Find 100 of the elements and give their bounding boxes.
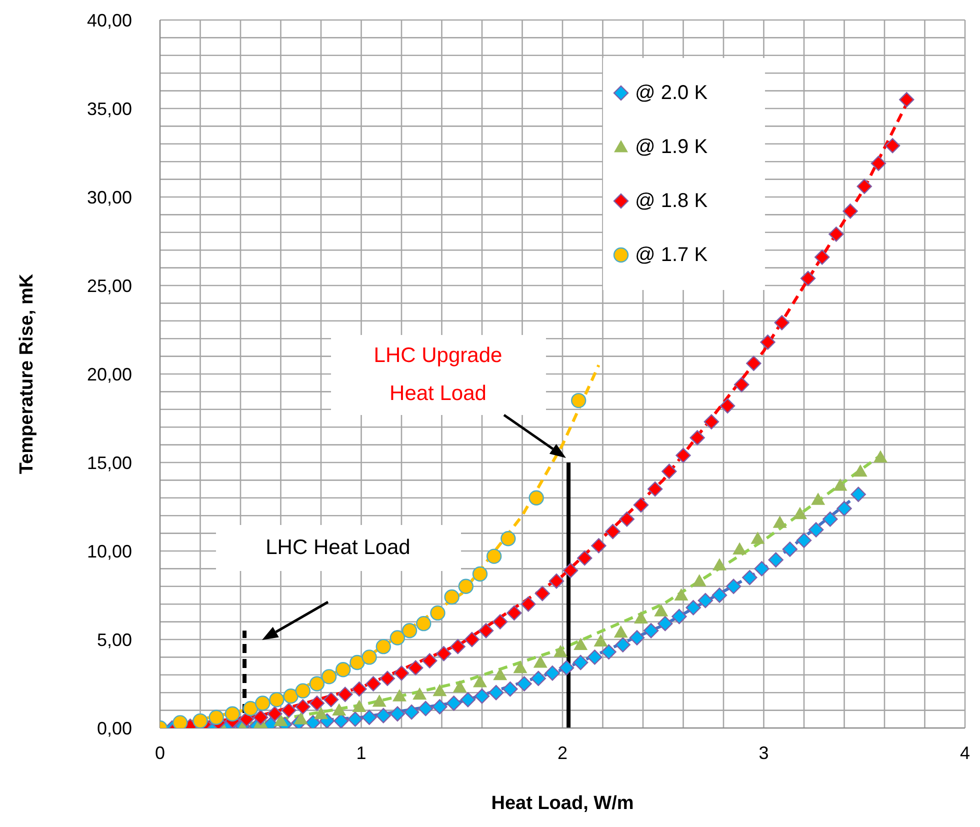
point bbox=[376, 708, 391, 724]
point bbox=[768, 552, 784, 568]
point bbox=[402, 623, 418, 638]
point bbox=[808, 522, 824, 538]
point bbox=[774, 315, 790, 330]
point bbox=[842, 204, 858, 219]
point bbox=[294, 712, 308, 724]
point bbox=[366, 676, 381, 692]
legend-label: @ 1.7 K bbox=[635, 244, 708, 266]
point bbox=[571, 392, 586, 408]
point bbox=[686, 600, 701, 616]
point bbox=[674, 588, 688, 600]
point bbox=[800, 270, 816, 286]
point bbox=[253, 710, 268, 725]
point bbox=[577, 550, 592, 566]
point bbox=[633, 497, 649, 513]
point bbox=[274, 714, 288, 726]
point bbox=[338, 686, 353, 702]
point bbox=[742, 570, 758, 586]
point bbox=[352, 700, 366, 712]
point bbox=[362, 650, 377, 665]
point bbox=[432, 699, 448, 714]
y-axis-title: Temperature Rise, mK bbox=[16, 274, 38, 474]
point bbox=[321, 669, 337, 684]
point bbox=[884, 138, 900, 154]
point bbox=[488, 685, 504, 700]
point bbox=[591, 538, 606, 554]
point bbox=[822, 512, 838, 527]
point bbox=[309, 696, 325, 711]
point bbox=[422, 653, 438, 668]
point bbox=[352, 681, 367, 697]
point bbox=[836, 500, 852, 516]
point bbox=[418, 700, 434, 716]
point bbox=[430, 605, 446, 621]
point bbox=[500, 531, 516, 546]
point bbox=[553, 644, 568, 658]
point bbox=[643, 623, 659, 638]
point bbox=[828, 226, 844, 242]
point bbox=[295, 683, 310, 698]
point bbox=[676, 448, 691, 464]
point bbox=[558, 660, 574, 676]
point bbox=[870, 156, 886, 171]
point bbox=[662, 464, 677, 479]
point bbox=[726, 578, 742, 594]
point bbox=[530, 670, 546, 686]
point bbox=[323, 692, 339, 708]
point bbox=[587, 650, 602, 665]
point bbox=[746, 356, 762, 371]
y-tick-label: 30,00 bbox=[86, 187, 132, 208]
legend-label: @ 2.0 K bbox=[635, 82, 708, 104]
point bbox=[520, 596, 536, 612]
point bbox=[295, 699, 310, 714]
point bbox=[452, 680, 467, 693]
point bbox=[486, 548, 502, 564]
point bbox=[224, 706, 240, 722]
point bbox=[754, 561, 770, 576]
y-tick-label: 35,00 bbox=[86, 98, 132, 119]
point bbox=[814, 250, 830, 265]
point bbox=[573, 654, 588, 670]
point bbox=[380, 670, 396, 686]
point bbox=[605, 524, 620, 540]
annotation: LHC Upgrade Heat Load bbox=[372, 343, 504, 407]
point bbox=[281, 702, 296, 718]
point bbox=[516, 676, 532, 692]
point bbox=[782, 542, 798, 557]
y-tick-label: 0,00 bbox=[96, 718, 132, 738]
y-tick-label: 20,00 bbox=[86, 364, 132, 384]
point bbox=[472, 674, 487, 688]
point bbox=[850, 486, 866, 502]
point bbox=[619, 512, 634, 527]
point bbox=[460, 692, 476, 708]
point bbox=[267, 706, 282, 722]
point bbox=[672, 608, 687, 624]
point bbox=[634, 611, 648, 624]
point bbox=[899, 92, 914, 108]
point bbox=[350, 654, 365, 670]
point bbox=[792, 506, 807, 520]
point bbox=[390, 706, 406, 722]
point bbox=[502, 681, 518, 697]
point bbox=[873, 450, 888, 462]
point bbox=[474, 688, 490, 704]
point bbox=[255, 696, 270, 711]
point bbox=[796, 532, 812, 548]
point bbox=[392, 689, 406, 702]
point bbox=[720, 398, 736, 414]
point bbox=[404, 704, 420, 720]
point bbox=[408, 660, 424, 676]
point bbox=[658, 616, 673, 632]
point bbox=[692, 574, 706, 586]
point bbox=[238, 712, 254, 727]
annotation: LHC Heat Load bbox=[266, 535, 410, 561]
point bbox=[269, 692, 284, 708]
x-tick-label: 1 bbox=[356, 742, 366, 763]
point bbox=[533, 656, 548, 668]
point bbox=[513, 660, 528, 674]
point bbox=[760, 334, 776, 350]
legend-label: @ 1.8 K bbox=[635, 190, 708, 212]
point bbox=[208, 710, 224, 725]
point bbox=[478, 623, 494, 638]
point bbox=[548, 573, 564, 589]
